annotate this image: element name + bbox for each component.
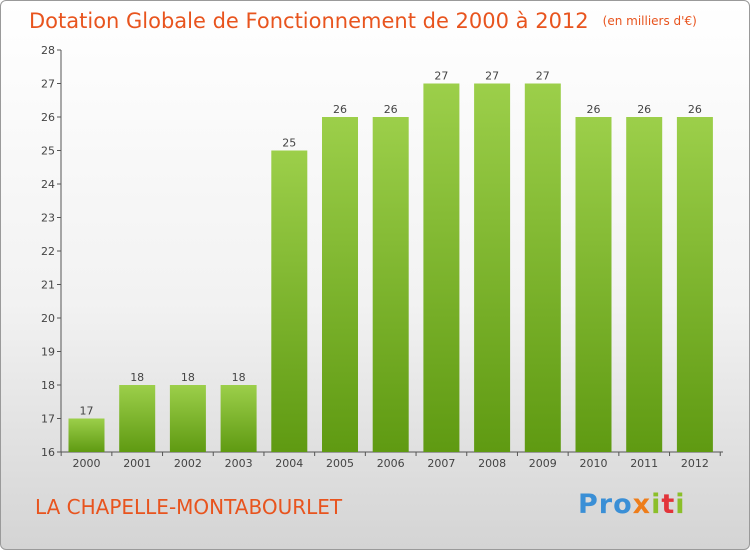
data-label: 27	[485, 70, 499, 83]
bar	[372, 117, 409, 452]
x-tick-label: 2001	[123, 457, 151, 470]
bar	[524, 83, 561, 452]
x-tick-label: 2009	[529, 457, 557, 470]
bar	[626, 117, 663, 452]
bar	[676, 117, 713, 452]
x-tick-label: 2007	[427, 457, 455, 470]
y-axis: 16 17 18 19 20 21 22 23 24 25 26 27 28	[41, 44, 62, 459]
logo-part: Pro	[578, 489, 633, 520]
x-tick-label: 2008	[478, 457, 506, 470]
data-label: 26	[384, 103, 398, 116]
logo-part: i	[675, 489, 686, 520]
x-tick-label: 2002	[174, 457, 202, 470]
data-labels: 17 18 18 18 25 26 26 27 27 27 26 26 26	[80, 70, 702, 418]
proxiti-logo[interactable]: Proxiti	[578, 489, 686, 520]
x-tick-label: 2006	[377, 457, 405, 470]
data-label: 25	[282, 137, 296, 150]
y-tick-label: 26	[41, 111, 55, 124]
chart-subtitle: (en milliers d'€)	[602, 14, 697, 28]
y-tick-label: 20	[41, 312, 55, 325]
x-tick-label: 2012	[681, 457, 709, 470]
chart-title-text: Dotation Globale de Fonctionnement de 20…	[29, 9, 589, 33]
data-label: 26	[688, 103, 702, 116]
data-label: 18	[130, 371, 144, 384]
y-tick-label: 27	[41, 78, 55, 91]
bar	[474, 83, 511, 452]
y-tick-label: 19	[41, 346, 55, 359]
bar	[220, 385, 257, 452]
y-tick-label: 25	[41, 145, 55, 158]
data-label: 17	[80, 405, 94, 418]
data-label: 27	[434, 70, 448, 83]
y-tick-label: 22	[41, 245, 55, 258]
x-tick-label: 2003	[225, 457, 253, 470]
x-tick-label: 2011	[630, 457, 658, 470]
data-label: 26	[587, 103, 601, 116]
y-tick-label: 17	[41, 413, 55, 426]
chart-title: Dotation Globale de Fonctionnement de 20…	[29, 9, 697, 33]
logo-part: x	[632, 489, 652, 520]
bar	[322, 117, 358, 452]
data-label: 27	[536, 70, 550, 83]
bar	[169, 385, 206, 452]
y-tick-label: 18	[41, 379, 55, 392]
data-label: 18	[232, 371, 246, 384]
y-tick-label: 16	[41, 446, 55, 459]
x-tick-label: 2004	[275, 457, 303, 470]
y-tick-label: 23	[41, 212, 55, 225]
x-tick-label: 2000	[73, 457, 101, 470]
bar	[575, 117, 612, 452]
bar	[423, 83, 460, 452]
bar	[68, 418, 105, 452]
y-tick-label: 24	[41, 178, 55, 191]
data-label: 26	[637, 103, 651, 116]
bar	[271, 150, 308, 452]
commune-name: LA CHAPELLE-MONTABOURLET	[35, 495, 343, 519]
x-tick-label: 2010	[580, 457, 608, 470]
x-tick-label: 2005	[326, 457, 354, 470]
logo-part: t	[661, 489, 676, 520]
bar	[119, 385, 156, 452]
data-label: 26	[333, 103, 347, 116]
y-tick-label: 28	[41, 44, 55, 57]
data-label: 18	[181, 371, 195, 384]
logo-part: i	[651, 489, 662, 520]
bars	[68, 83, 713, 452]
x-axis: 2000 2001 2002 2003 2004 2005 2006 2007 2008 2009…	[60, 451, 723, 470]
y-tick-label: 21	[41, 279, 55, 292]
